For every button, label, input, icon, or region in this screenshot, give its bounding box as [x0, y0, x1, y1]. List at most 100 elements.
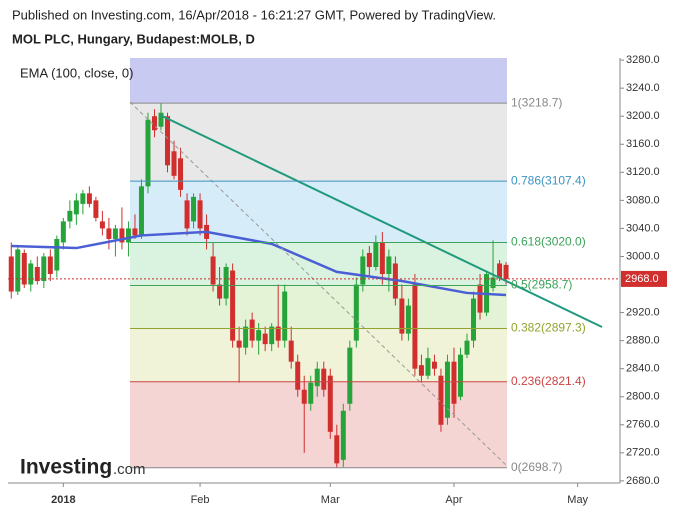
fib-bands: [130, 58, 507, 468]
candle-body: [457, 354, 463, 397]
candle-body: [334, 435, 340, 464]
candle-body: [477, 284, 483, 313]
candle-body: [99, 221, 105, 229]
candle-body: [119, 228, 125, 243]
fib-label: 1(3218.7): [511, 95, 562, 109]
y-tick-label: 2720.0: [626, 447, 660, 459]
candle-body: [132, 228, 138, 236]
candle-body: [288, 340, 294, 362]
candle-body: [165, 116, 171, 166]
candle-body: [236, 340, 242, 348]
candle-body: [256, 330, 262, 341]
candle-body: [223, 266, 229, 299]
last-price-label: 2968.0: [625, 273, 659, 285]
fib-diagonal: [129, 101, 508, 467]
x-tick-label: Apr: [445, 494, 462, 506]
fib-label: 0.382(2897.3): [511, 321, 586, 335]
fib-band: [130, 285, 507, 329]
candle-body: [373, 242, 379, 267]
candle-body: [60, 221, 66, 243]
candle-body: [125, 228, 131, 243]
candle-body: [431, 361, 437, 369]
candle-body: [497, 263, 503, 278]
candle-body: [80, 193, 86, 204]
y-tick-label: 2800.0: [626, 391, 660, 403]
y-tick-label: 2680.0: [626, 475, 660, 487]
candle-body: [353, 284, 359, 341]
candle-body: [34, 266, 40, 282]
candle-body: [145, 119, 151, 187]
candle-body: [347, 347, 353, 404]
candle-body: [314, 368, 320, 387]
watermark: Investing: [20, 456, 112, 479]
legend-entry: EMA (100, close, 0): [20, 65, 133, 80]
candle-body: [21, 252, 27, 285]
candle-body: [301, 389, 307, 404]
candle-body: [386, 256, 392, 275]
candle-body: [282, 291, 288, 341]
candle-body: [405, 305, 411, 334]
candle-body: [151, 116, 157, 131]
y-tick-label: 2880.0: [626, 335, 660, 347]
candle-body: [28, 263, 34, 285]
candle-body: [171, 151, 177, 176]
candle-body: [451, 361, 457, 404]
candle-body: [360, 256, 366, 285]
candle-body: [366, 252, 372, 267]
candle-body: [340, 410, 346, 460]
fib-label: 0.5(2958.7): [511, 278, 572, 292]
fib-band: [130, 58, 507, 104]
candle-body: [210, 256, 216, 285]
trend-line: [159, 114, 603, 328]
candle-body: [230, 270, 236, 341]
candle-body: [138, 186, 144, 236]
chart-title: MOL PLC, Hungary, Budapest:MOLB, D: [12, 31, 255, 46]
y-tick-label: 2920.0: [626, 306, 660, 318]
ema-line: [11, 230, 507, 297]
grid: 3280.0 3240.0 3200.0 3160.0 3120.0 3080.0 3040…: [51, 54, 660, 506]
candle-body: [412, 284, 418, 369]
candle-body: [321, 368, 327, 390]
x-tick-label: Feb: [191, 494, 210, 506]
subtitle: Published on Investing.com, 16/Apr/2018 …: [12, 7, 496, 22]
candle-body: [471, 298, 477, 341]
candle-body: [503, 264, 509, 279]
candle-body: [178, 158, 184, 190]
candle-body: [269, 326, 275, 345]
x-tick-label: Mar: [321, 494, 340, 506]
candle-body: [217, 284, 223, 299]
candle-body: [262, 333, 268, 345]
fib-label: 0.786(3107.4): [511, 173, 586, 187]
candle-body: [8, 256, 14, 292]
x-tick-label: 2018: [51, 494, 75, 506]
candle-body: [112, 228, 118, 239]
candle-body: [67, 210, 73, 222]
candle-body: [327, 375, 333, 432]
candle-body: [197, 200, 203, 229]
y-tick-label: 3240.0: [626, 82, 660, 94]
candle-body: [93, 200, 99, 218]
candle-body: [490, 277, 496, 289]
candle-body: [464, 340, 470, 355]
overlay: 1(3218.7) 0.786(3107.4) 0.618(3020.0) 0.5(2…: [8, 95, 667, 474]
candle-body: [47, 256, 53, 275]
candle-body: [54, 238, 60, 271]
candle-body: [15, 249, 21, 292]
y-tick-label: 3200.0: [626, 110, 660, 122]
marks: [8, 103, 509, 468]
candle-body: [184, 200, 190, 229]
y-tick-label: 2760.0: [626, 419, 660, 431]
fib-label: 0.236(2821.4): [511, 374, 586, 388]
candle-body: [295, 361, 301, 390]
candle-body: [191, 196, 197, 222]
candle-body: [418, 365, 424, 376]
y-tick-label: 2840.0: [626, 363, 660, 375]
y-tick-label: 3080.0: [626, 194, 660, 206]
y-tick-label: 3040.0: [626, 222, 660, 234]
fib-band: [130, 103, 507, 182]
candle-body: [308, 382, 314, 404]
candle-body: [249, 319, 255, 341]
last-price-box: [621, 270, 667, 287]
watermark: .com: [113, 461, 146, 478]
